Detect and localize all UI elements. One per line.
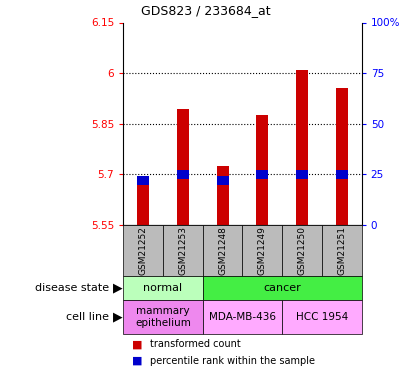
Bar [282, 225, 322, 276]
Bar [203, 276, 362, 300]
Bar [123, 276, 203, 300]
Text: GDS823 / 233684_at: GDS823 / 233684_at [141, 4, 270, 17]
Bar [256, 170, 268, 178]
Bar [177, 170, 189, 178]
Bar [217, 176, 229, 184]
Bar [203, 225, 242, 276]
Bar [296, 170, 308, 178]
Bar [123, 300, 203, 334]
Text: disease state: disease state [35, 283, 109, 293]
Bar [137, 179, 149, 225]
Bar [296, 70, 308, 225]
Text: GSM21251: GSM21251 [337, 226, 346, 275]
Bar [282, 300, 362, 334]
Text: GSM21248: GSM21248 [218, 226, 227, 275]
Bar [163, 225, 203, 276]
Bar [217, 166, 229, 225]
Text: ▶: ▶ [113, 310, 122, 323]
Text: GSM21252: GSM21252 [139, 226, 148, 275]
Text: ■: ■ [132, 356, 142, 366]
Text: GSM21250: GSM21250 [298, 226, 307, 275]
Text: ▶: ▶ [113, 281, 122, 294]
Bar [336, 170, 348, 178]
Text: transformed count: transformed count [150, 339, 241, 349]
Text: mammary
epithelium: mammary epithelium [135, 306, 191, 328]
Text: cell line: cell line [66, 312, 109, 322]
Bar [322, 225, 362, 276]
Text: percentile rank within the sample: percentile rank within the sample [150, 356, 315, 366]
Text: HCC 1954: HCC 1954 [296, 312, 348, 322]
Text: ■: ■ [132, 339, 142, 349]
Text: GSM21249: GSM21249 [258, 226, 267, 275]
Bar [123, 225, 163, 276]
Bar [203, 300, 282, 334]
Bar [256, 115, 268, 225]
Text: cancer: cancer [263, 283, 301, 293]
Bar [242, 225, 282, 276]
Text: MDA-MB-436: MDA-MB-436 [209, 312, 276, 322]
Text: GSM21253: GSM21253 [178, 226, 187, 275]
Bar [137, 176, 149, 184]
Bar [177, 108, 189, 225]
Bar [336, 88, 348, 225]
Text: normal: normal [143, 283, 182, 293]
